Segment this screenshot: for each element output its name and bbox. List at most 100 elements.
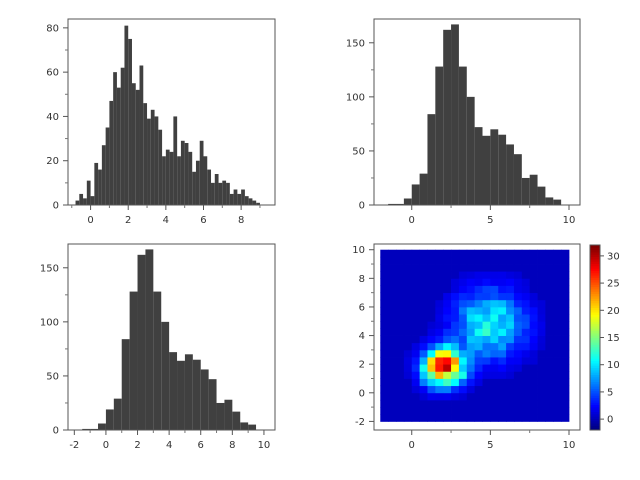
heatmap-cell: [513, 385, 523, 394]
heatmap-cell: [521, 407, 531, 415]
heatmap-cell: [537, 278, 546, 286]
heatmap-cell: [561, 328, 570, 336]
colorbar-step: [590, 309, 600, 313]
y-tick-label: 10: [352, 245, 365, 256]
colorbar-step: [590, 256, 600, 260]
colorbar-step: [590, 316, 600, 320]
y-tick-label: 8: [359, 274, 365, 285]
heatmap-cell: [466, 285, 476, 294]
heatmap-cell: [529, 306, 538, 315]
heatmap-cell: [545, 335, 554, 344]
heatmap-cell: [561, 385, 570, 394]
heatmap-cell: [561, 407, 570, 415]
colorbar-step: [590, 330, 600, 334]
histogram-bar: [158, 129, 163, 205]
colorbar-step: [590, 376, 600, 380]
histogram-bar: [214, 174, 219, 205]
heatmap-cell: [403, 364, 413, 372]
heatmap-cell: [513, 256, 523, 265]
heatmap-cell: [521, 371, 531, 379]
heatmap-cell: [561, 357, 570, 365]
heatmap-cell: [419, 278, 428, 286]
heatmap-cell: [474, 349, 483, 358]
heatmap-cell: [403, 349, 413, 358]
heatmap-cell: [474, 414, 483, 422]
heatmap-cell: [419, 385, 428, 394]
colorbar: 0 5 10 15 20 25 30: [589, 244, 620, 431]
heatmap-cell: [537, 285, 546, 294]
heatmap-cell: [561, 399, 570, 408]
heatmap-cell: [498, 314, 507, 322]
colorbar-step: [590, 282, 600, 285]
heatmap-cell: [529, 407, 538, 415]
heatmap-cell: [458, 321, 468, 329]
heatmap-cell: [396, 342, 405, 351]
colorbar-step: [590, 427, 600, 431]
heatmap-cell: [498, 249, 507, 258]
heatmap-cell: [458, 342, 468, 351]
heatmap-cell: [419, 314, 428, 322]
y-tick-label: 150: [346, 38, 365, 49]
heatmap-cell: [403, 357, 413, 365]
heatmap-cell: [403, 249, 413, 258]
heatmap-cell: [388, 278, 397, 286]
heatmap-cell: [427, 414, 436, 422]
colorbar-step: [590, 325, 600, 329]
heatmap-cell: [411, 299, 421, 308]
heatmap-cell: [403, 328, 413, 336]
heatmap-cell: [482, 371, 491, 379]
heatmap-cell: [561, 414, 570, 422]
heatmap-cell: [435, 349, 444, 358]
heatmap-cell: [553, 264, 562, 272]
heatmap-cell: [435, 399, 444, 408]
heatmap-cell: [466, 264, 476, 272]
colorbar-step: [590, 268, 600, 271]
heatmap-cell: [435, 285, 444, 294]
colorbar-step: [590, 356, 600, 359]
y-tick-label: 100: [346, 92, 365, 103]
histogram-bar: [200, 369, 209, 430]
y-tick-label: 6: [359, 302, 365, 313]
heatmap-cell: [451, 249, 460, 258]
heatmap-cell: [490, 385, 499, 394]
heatmap-cell: [513, 299, 523, 308]
heatmap-cell: [466, 321, 476, 329]
heatmap-cell: [474, 357, 483, 365]
heatmap-cell: [427, 392, 436, 401]
heatmap-cell: [529, 385, 538, 394]
heatmap-cell: [388, 364, 397, 372]
heatmap-cell: [553, 306, 562, 315]
heatmap-cell: [458, 407, 468, 415]
heatmap-cell: [561, 392, 570, 401]
heatmap-cell: [419, 414, 428, 422]
colorbar-step: [590, 423, 600, 426]
colorbar-step: [590, 358, 600, 362]
heatmap-cell: [529, 299, 538, 308]
heatmap-cell: [490, 407, 499, 415]
heatmap-cell: [411, 364, 421, 372]
heatmap-cell: [506, 349, 515, 358]
heatmap-cell: [435, 392, 444, 401]
heatmap-cell: [506, 278, 515, 286]
heatmap-cell: [380, 342, 389, 351]
heatmap-cell: [411, 256, 421, 265]
heatmap-cell: [545, 306, 554, 315]
heatmap-cell: [396, 314, 405, 322]
heatmap-cell: [435, 256, 444, 265]
heatmap-cell: [521, 256, 531, 265]
heatmap-cell: [498, 378, 507, 387]
histogram-bar: [396, 203, 404, 205]
colorbar-step: [590, 291, 600, 295]
histogram-bar: [90, 196, 95, 205]
heatmap-cell: [498, 271, 507, 279]
heatmap-cell: [466, 349, 476, 358]
heatmap-cell: [506, 306, 515, 315]
histogram-bar: [233, 189, 238, 205]
colorbar-step: [590, 307, 600, 311]
heatmap-cell: [458, 414, 468, 422]
heatmap-cell: [396, 285, 405, 294]
heatmap-cell: [506, 392, 515, 401]
heatmap-cell: [545, 385, 554, 394]
histogram-bar: [226, 182, 230, 205]
colorbar-step: [590, 404, 600, 408]
